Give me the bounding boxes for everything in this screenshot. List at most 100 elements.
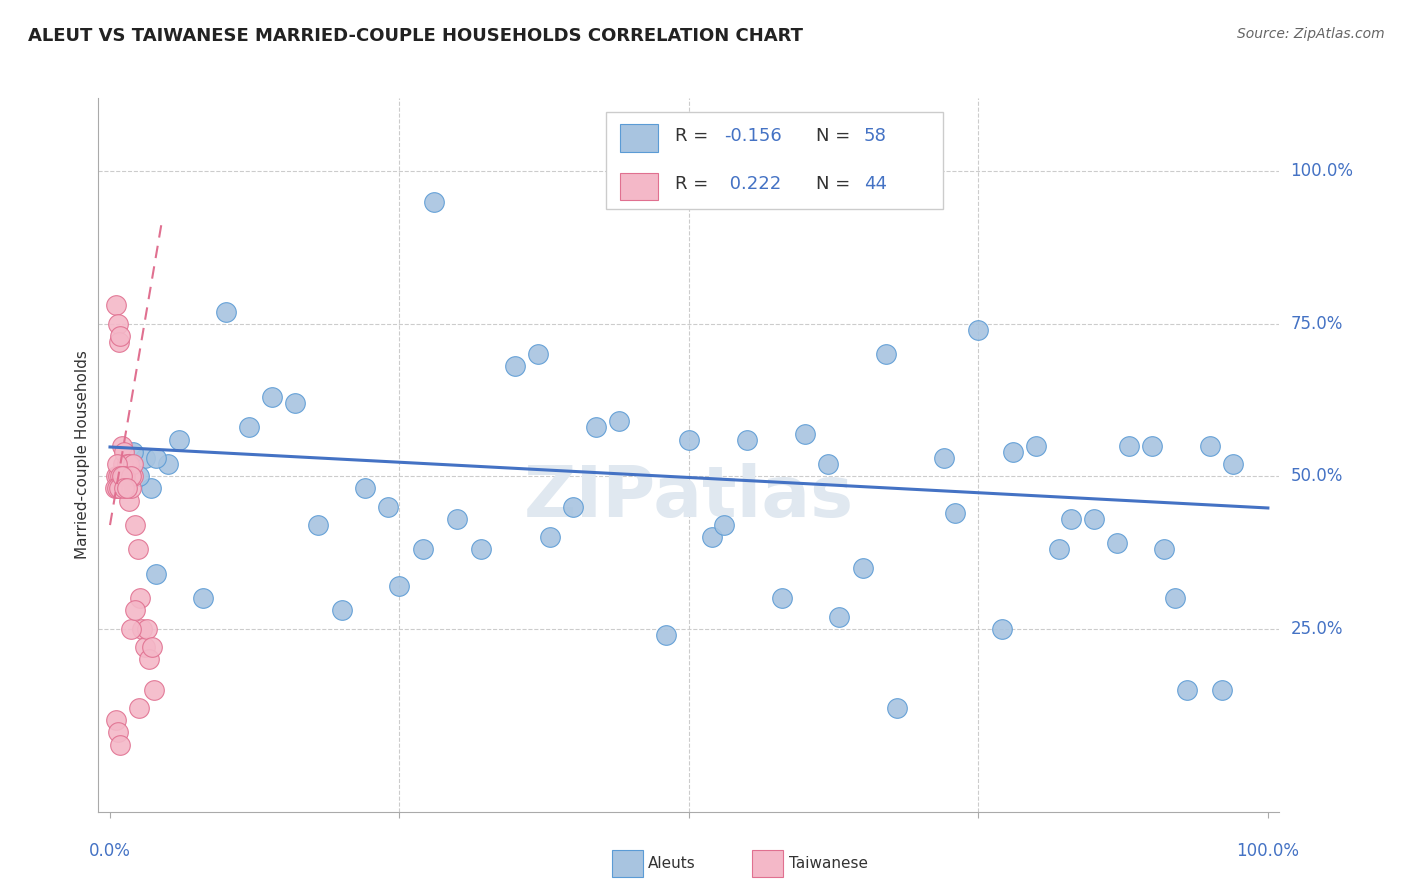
Text: N =: N = (817, 175, 856, 194)
Point (156, 457, 179, 471)
Point (112, 445, 135, 459)
Text: 25.0%: 25.0% (1291, 620, 1343, 638)
Point (122, 445, 145, 459)
Point (110, 469, 132, 483)
Point (129, 591, 152, 606)
Point (967, 323, 990, 337)
Text: 0.222: 0.222 (724, 175, 782, 194)
Text: 100.0%: 100.0% (1291, 162, 1354, 180)
Point (105, 457, 128, 471)
Point (527, 347, 550, 361)
Point (538, 530, 561, 544)
Text: R =: R = (675, 127, 714, 145)
Point (1025, 439, 1047, 453)
Point (377, 500, 399, 514)
Point (128, 469, 150, 483)
Point (143, 682, 166, 697)
Point (169, 433, 191, 447)
Point (136, 622, 159, 636)
Point (238, 420, 260, 434)
Point (388, 579, 411, 593)
Point (105, 482, 128, 496)
Point (104, 713, 127, 727)
Point (124, 518, 146, 533)
Point (330, 603, 353, 617)
Point (107, 725, 129, 739)
Bar (620, 124, 658, 152)
Point (655, 628, 678, 642)
Point (215, 304, 238, 318)
Point (713, 518, 735, 533)
Point (1083, 512, 1105, 526)
Point (1140, 439, 1163, 453)
Point (114, 469, 136, 483)
Point (120, 469, 142, 483)
Point (120, 482, 142, 496)
Point (412, 542, 434, 557)
Text: Aleuts: Aleuts (648, 856, 696, 871)
Point (852, 560, 875, 574)
Point (817, 457, 839, 471)
Point (107, 317, 129, 331)
Point (828, 609, 851, 624)
Point (1199, 439, 1222, 453)
Point (932, 450, 955, 465)
Point (446, 512, 468, 526)
Point (1153, 542, 1175, 557)
Point (114, 469, 136, 483)
Text: N =: N = (817, 127, 856, 145)
Point (191, 591, 214, 606)
Point (793, 426, 815, 441)
Point (120, 622, 142, 636)
Point (470, 542, 492, 557)
Point (122, 469, 145, 483)
Point (562, 500, 585, 514)
Point (307, 518, 329, 533)
Point (262, 390, 284, 404)
Point (104, 298, 127, 312)
Point (1211, 682, 1233, 697)
Point (124, 603, 146, 617)
Point (134, 640, 156, 654)
FancyBboxPatch shape (606, 112, 943, 209)
Y-axis label: Married-couple Households: Married-couple Households (75, 351, 90, 559)
Point (141, 640, 163, 654)
Point (284, 396, 307, 410)
Point (117, 493, 139, 508)
Point (110, 329, 132, 343)
Point (139, 482, 162, 496)
Point (990, 622, 1012, 636)
Point (117, 457, 139, 471)
Point (104, 469, 127, 483)
Point (1164, 591, 1187, 606)
Point (875, 347, 897, 361)
Point (886, 701, 908, 715)
Point (128, 701, 150, 715)
Text: 44: 44 (863, 175, 887, 194)
Point (585, 420, 607, 434)
Text: ALEUT VS TAIWANESE MARRIED-COUPLE HOUSEHOLDS CORRELATION CHART: ALEUT VS TAIWANESE MARRIED-COUPLE HOUSEH… (28, 27, 803, 45)
Point (134, 450, 156, 465)
Point (770, 591, 793, 606)
Point (110, 469, 132, 483)
Point (122, 457, 145, 471)
Point (117, 482, 139, 496)
Point (145, 566, 167, 581)
Point (110, 738, 132, 752)
Text: 58: 58 (863, 127, 887, 145)
Point (112, 469, 135, 483)
Point (609, 414, 631, 428)
Point (1107, 536, 1129, 550)
Point (110, 439, 132, 453)
Point (111, 457, 134, 471)
Point (423, 194, 446, 209)
Point (1002, 445, 1025, 459)
Point (127, 542, 149, 557)
Point (503, 359, 526, 374)
Point (1222, 457, 1244, 471)
Point (117, 457, 139, 471)
Point (1118, 439, 1140, 453)
Text: 75.0%: 75.0% (1291, 315, 1343, 333)
Text: R =: R = (675, 175, 714, 194)
Text: 0.0%: 0.0% (89, 842, 131, 860)
